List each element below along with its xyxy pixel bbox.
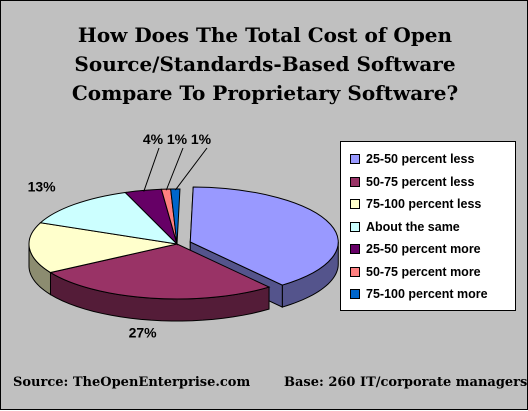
pie-label: 13% [28,179,57,195]
legend-swatch [350,221,360,232]
leader-line [174,147,208,191]
pie-label: 4% [143,131,164,147]
pie-slice-about-the-same [39,191,179,245]
legend-label: 50-75 percent less [366,174,475,189]
legend-item: 25-50 percent less [350,148,515,171]
legend-label: 25-50 percent less [366,152,475,167]
chart-title: How Does The Total Cost of Open Source/S… [41,21,489,108]
legend-item: 75-100 percent less [350,193,515,216]
leader-line [143,147,160,192]
legend-label: 75-100 percent more [366,287,488,302]
pie-label: 1% [191,131,212,147]
pie-label: 1% [167,131,188,147]
chart-title-line: Source/Standards-Based Software [74,52,456,76]
legend-label: 75-100 percent less [366,197,482,212]
legend-swatch [350,176,360,187]
legend-swatch [350,244,360,255]
legend-item: 75-100 percent more [350,283,515,306]
base-note: Base: 260 IT/corporate managers [284,375,528,390]
legend-swatch [350,199,360,210]
source-note: Source: TheOpenEnterprise.com [13,375,251,390]
pie-slice-75-100-percent-less [28,222,178,274]
chart-title-line: Compare To Proprietary Software? [71,81,459,105]
legend-item: 50-75 percent less [350,171,515,194]
legend-item: 25-50 percent more [350,238,515,261]
legend-label: About the same [366,219,460,234]
legend-label: 50-75 percent more [366,264,481,279]
pie-label: 27% [129,325,158,341]
legend: 25-50 percent less 50-75 percent less 75-1… [340,141,516,311]
pie-slice-25-50-percent-less [189,186,339,286]
legend-swatch [350,154,360,165]
legend-item: 50-75 percent more [350,261,515,284]
chart-title-line: How Does The Total Cost of Open [77,23,453,47]
legend-swatch [350,266,360,277]
legend-label: 25-50 percent more [366,242,481,257]
leader-line [165,147,184,191]
pie-slice-50-75-percent-less [49,243,271,300]
legend-swatch [350,289,360,300]
legend-item: About the same [350,216,515,239]
pie-slice-75-100-percent-more [170,188,181,245]
